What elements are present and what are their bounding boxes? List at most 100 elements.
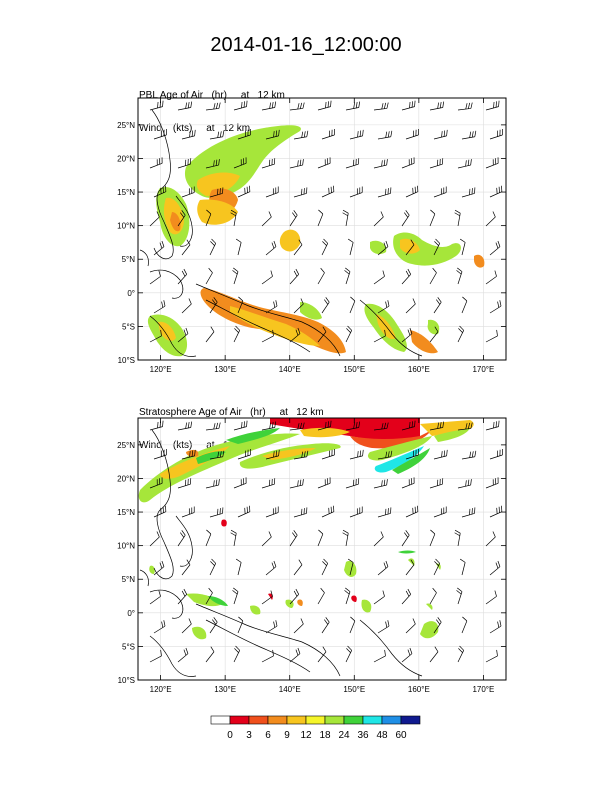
panel2-gridlines [138, 418, 506, 680]
colorbar-swatch [267, 715, 288, 725]
wind-barb [345, 478, 360, 489]
wind-barb [433, 129, 448, 140]
colorbar-label: 60 [395, 730, 407, 741]
wind-barb [230, 529, 237, 547]
wind-barb [457, 422, 473, 431]
wind-barb [293, 450, 309, 460]
wind-barb [373, 329, 386, 343]
wind-barb [405, 185, 419, 198]
wind-barb [373, 590, 385, 605]
wind-barb [317, 646, 327, 663]
lon-tick-label: 140°E [279, 365, 301, 374]
lon-tick-label: 120°E [150, 365, 172, 374]
wind-barb [209, 450, 225, 460]
page-title: 2014-01-16_12:00:00 [210, 34, 402, 56]
wind-barb [209, 187, 224, 198]
wind-barb [261, 211, 272, 227]
wind-barb [237, 448, 251, 460]
wind-barb [344, 267, 351, 285]
wind-barb [321, 617, 330, 634]
wind-barb [153, 620, 166, 634]
wind-barb [265, 620, 278, 634]
panel1-coastlines [139, 109, 423, 357]
wind-barb [293, 618, 304, 634]
wind-barb [153, 448, 167, 460]
colorbar-swatch [362, 715, 383, 725]
wind-barb [457, 325, 465, 343]
wind-barb [209, 297, 218, 314]
wind-barb [237, 296, 244, 314]
wind-barb [237, 128, 251, 140]
lat-tick-label: 20°N [117, 474, 135, 483]
wind-barb [433, 558, 441, 576]
wind-barb [401, 268, 412, 285]
wind-barb [233, 420, 248, 431]
wind-barb [347, 238, 354, 256]
wind-barb [181, 186, 195, 198]
wind-barb [177, 101, 193, 111]
wind-barb [235, 238, 242, 256]
wind-barb [345, 645, 353, 663]
wind-barb [205, 159, 220, 169]
panel1-map: 120°E 130°E 140°E 150°E 160°E 170°E 25°N 20°N 15… [117, 97, 507, 374]
colorbar-swatch [381, 715, 402, 725]
wind-barb [289, 479, 304, 489]
lat-tick-label: 5°S [122, 642, 135, 651]
wind-barb [265, 300, 278, 314]
lat-tick-label: 15°N [117, 188, 135, 197]
wind-barb [153, 128, 167, 140]
wind-barb [429, 267, 437, 285]
wind-barb [457, 159, 472, 169]
wind-barb [377, 450, 393, 460]
wind-barb [377, 240, 389, 256]
wind-barb [405, 239, 415, 256]
wind-barb [429, 158, 444, 169]
wind-barb [405, 298, 416, 314]
wind-barb [293, 298, 304, 314]
wind-barb [429, 529, 436, 547]
lat-tick-label: 5°N [122, 255, 136, 264]
wind-barb [457, 479, 472, 489]
wind-barb [349, 449, 364, 460]
wind-barb [454, 529, 461, 547]
wind-barb [405, 128, 419, 140]
lon-tick-label: 150°E [343, 365, 365, 374]
panel1-frame [137, 97, 507, 361]
wind-barb [345, 101, 361, 111]
wind-barb [461, 130, 477, 140]
wind-barb [293, 130, 309, 140]
wind-barb [373, 479, 388, 489]
wind-barb [205, 646, 215, 663]
wind-barb [153, 560, 165, 576]
wind-barb [485, 590, 497, 605]
wind-barb [237, 505, 251, 518]
wind-barb [261, 649, 274, 663]
wind-barb [177, 647, 189, 663]
wind-barb [433, 506, 447, 518]
wind-barb [233, 325, 241, 343]
wind-barb [289, 647, 301, 663]
wind-barb [485, 531, 496, 547]
wind-barb [373, 531, 384, 547]
panel2-field-label: Stratosphere Age of Air (hr) at 12 km [139, 407, 324, 418]
wind-barb [345, 158, 360, 169]
wind-barb [345, 325, 353, 343]
wind-barb [349, 296, 356, 314]
strat-jet-band [138, 433, 300, 503]
wind-barb [237, 185, 251, 198]
panel1-title: PBL Age of Air (hr) at 12 km Wind (kts) … [139, 68, 285, 145]
wind-barb [373, 159, 388, 169]
wind-barb [149, 329, 162, 343]
colorbar-swatch [229, 715, 250, 725]
wind-barb [317, 157, 331, 169]
wind-barb [321, 185, 335, 198]
wind-barb [265, 186, 279, 198]
wind-barb [401, 210, 410, 227]
wind-barb [149, 531, 160, 547]
wind-barb [149, 477, 163, 489]
wind-barb [489, 240, 501, 256]
wind-barb [401, 477, 415, 489]
wind-barb [205, 209, 212, 227]
wind-barb [321, 558, 329, 576]
wind-barb [429, 587, 437, 605]
